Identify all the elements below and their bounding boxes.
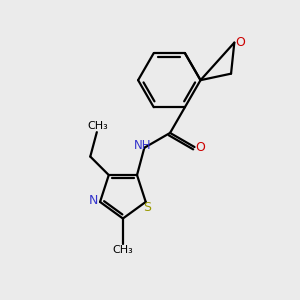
Text: CH₃: CH₃ <box>112 245 133 255</box>
Text: O: O <box>196 140 206 154</box>
Text: S: S <box>143 201 151 214</box>
Text: CH₃: CH₃ <box>87 121 108 130</box>
Text: O: O <box>235 35 245 49</box>
Text: NH: NH <box>134 139 152 152</box>
Text: N: N <box>89 194 98 207</box>
